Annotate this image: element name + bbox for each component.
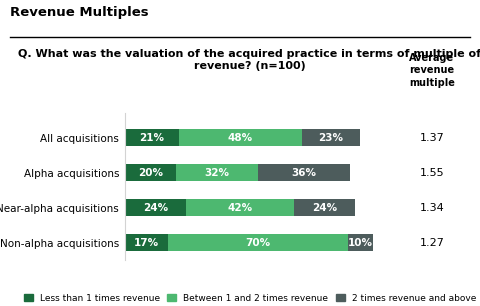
Text: 17%: 17% bbox=[134, 238, 159, 248]
Text: 1.34: 1.34 bbox=[420, 203, 444, 213]
Text: 42%: 42% bbox=[228, 203, 252, 213]
Text: 24%: 24% bbox=[312, 203, 337, 213]
Text: 10%: 10% bbox=[348, 238, 373, 248]
Text: Q. What was the valuation of the acquired practice in terms of multiple of
reven: Q. What was the valuation of the acquire… bbox=[18, 49, 480, 71]
Text: 32%: 32% bbox=[204, 168, 229, 178]
Bar bbox=[125, 234, 168, 251]
Text: 20%: 20% bbox=[138, 168, 163, 178]
Text: 24%: 24% bbox=[143, 203, 168, 213]
Bar bbox=[125, 164, 176, 181]
Legend: Less than 1 times revenue, Between 1 and 2 times revenue, 2 times revenue and ab: Less than 1 times revenue, Between 1 and… bbox=[24, 293, 476, 303]
Text: 21%: 21% bbox=[139, 133, 164, 143]
Bar bbox=[176, 164, 258, 181]
Text: 1.37: 1.37 bbox=[420, 133, 444, 143]
Bar bbox=[301, 129, 360, 146]
Text: 48%: 48% bbox=[228, 133, 252, 143]
Text: 1.27: 1.27 bbox=[420, 238, 444, 248]
Text: 70%: 70% bbox=[245, 238, 271, 248]
Bar bbox=[168, 234, 348, 251]
Bar bbox=[294, 199, 355, 216]
Text: 23%: 23% bbox=[319, 133, 344, 143]
Bar bbox=[348, 234, 373, 251]
Bar bbox=[125, 129, 179, 146]
Text: Average
revenue
multiple: Average revenue multiple bbox=[409, 53, 455, 88]
Bar bbox=[179, 129, 301, 146]
Bar bbox=[186, 199, 294, 216]
Bar bbox=[258, 164, 350, 181]
Bar bbox=[125, 199, 186, 216]
Text: 36%: 36% bbox=[291, 168, 317, 178]
Text: 1.55: 1.55 bbox=[420, 168, 444, 178]
Text: Revenue Multiples: Revenue Multiples bbox=[10, 6, 148, 19]
